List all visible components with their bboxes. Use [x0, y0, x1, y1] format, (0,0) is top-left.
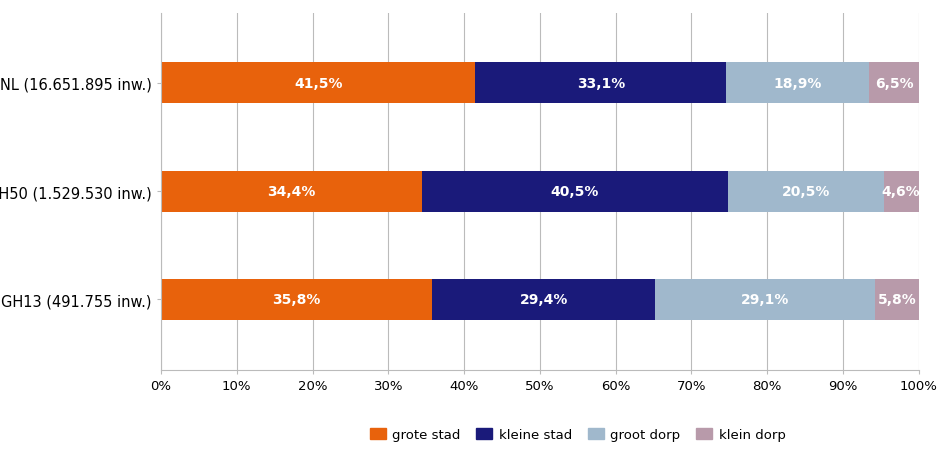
Text: 40,5%: 40,5%: [551, 185, 599, 198]
Bar: [728, 171, 884, 212]
Text: 41,5%: 41,5%: [294, 77, 343, 91]
Text: 29,4%: 29,4%: [519, 293, 568, 307]
Legend: grote stad, kleine stad, groot dorp, klein dorp: grote stad, kleine stad, groot dorp, kle…: [365, 423, 791, 446]
Bar: [726, 63, 869, 104]
Bar: [884, 171, 919, 212]
Bar: [475, 63, 726, 104]
Bar: [421, 171, 728, 212]
Bar: [161, 63, 475, 104]
Bar: [655, 279, 875, 320]
Text: 35,8%: 35,8%: [273, 293, 321, 307]
Text: 6,5%: 6,5%: [875, 77, 913, 91]
Text: 20,5%: 20,5%: [782, 185, 831, 198]
Bar: [161, 171, 421, 212]
Text: 18,9%: 18,9%: [774, 77, 822, 91]
Bar: [161, 279, 432, 320]
Text: 34,4%: 34,4%: [267, 185, 315, 198]
Bar: [875, 279, 920, 320]
Bar: [869, 63, 919, 104]
Text: 4,6%: 4,6%: [882, 185, 920, 198]
Text: 33,1%: 33,1%: [577, 77, 625, 91]
Text: 5,8%: 5,8%: [878, 293, 917, 307]
Bar: [432, 279, 655, 320]
Text: 29,1%: 29,1%: [741, 293, 790, 307]
